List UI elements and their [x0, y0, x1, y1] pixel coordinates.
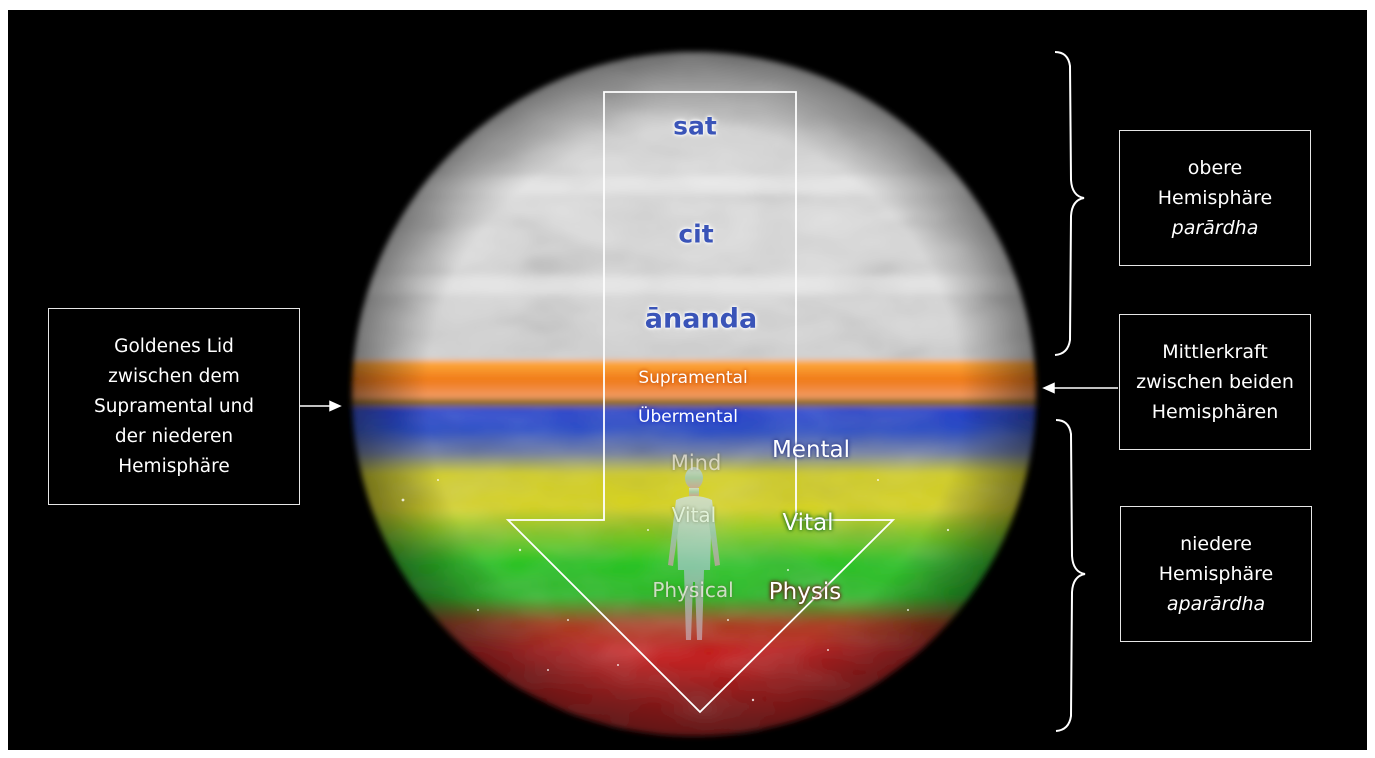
upper-hemisphere-sanskrit: parārdha	[1171, 217, 1259, 239]
upper-hemisphere-line: Hemisphäre	[1157, 187, 1273, 209]
mediating-force-line: zwischen beiden	[1136, 371, 1294, 393]
hemisphere-diagram	[300, 51, 1118, 736]
human-figure	[668, 467, 720, 640]
stars	[401, 479, 950, 702]
lower-brace	[1055, 419, 1086, 732]
upper-brace	[1054, 51, 1085, 356]
plane-label-ubermental: Übermental	[638, 407, 738, 427]
plane-label-sat: sat	[673, 111, 717, 141]
golden-lid-line: Goldenes Lid	[114, 335, 234, 357]
lower-hemisphere-line: niedere	[1180, 533, 1252, 555]
inner-label-physical: Physical	[652, 578, 734, 602]
arrow-left-to-lid	[300, 400, 342, 412]
plane-label-ananda: ānanda	[644, 303, 758, 335]
descent-arrow	[505, 91, 896, 714]
inner-label-mind: Mind	[670, 451, 722, 475]
mediating-force-line: Hemisphären	[1151, 401, 1279, 423]
diagram-canvas: sat cit ānanda Supramental Übermental Mi…	[8, 10, 1367, 750]
mediating-force-line: Mittlerkraft	[1162, 341, 1268, 363]
lower-hemisphere-box: niedere Hemisphäre aparārdha	[1120, 506, 1312, 642]
golden-lid-line: Hemisphäre	[118, 455, 230, 477]
mediating-force-box: Mittlerkraft zwischen beiden Hemisphären	[1119, 314, 1311, 450]
upper-hemisphere-box: obere Hemisphäre parārdha	[1119, 130, 1311, 266]
plane-label-supramental: Supramental	[638, 368, 748, 388]
upper-hemisphere-line: obere	[1187, 157, 1243, 179]
lower-hemisphere-line: Hemisphäre	[1158, 563, 1274, 585]
inner-label-vital: Vital	[671, 503, 717, 527]
outer-label-mental: Mental	[771, 437, 851, 463]
outer-label-vital: Vital	[782, 510, 834, 536]
golden-lid-box: Goldenes Lid zwischen dem Supramental un…	[48, 308, 300, 505]
lower-hemisphere-sanskrit: aparārdha	[1166, 593, 1266, 615]
outer-label-physis: Physis	[768, 579, 842, 605]
arrow-right-to-band	[1042, 382, 1118, 394]
plane-label-cit: cit	[678, 219, 714, 249]
golden-lid-line: Supramental und	[93, 395, 255, 417]
golden-lid-line: zwischen dem	[108, 365, 240, 387]
sphere	[352, 52, 1036, 736]
golden-lid-line: der niederen	[114, 425, 234, 447]
